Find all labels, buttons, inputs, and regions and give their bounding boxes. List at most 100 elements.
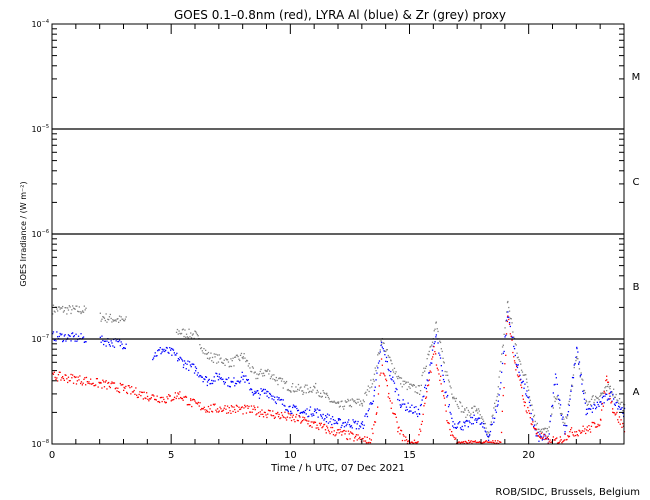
data-point	[616, 399, 618, 401]
data-point	[434, 351, 436, 353]
data-point	[389, 374, 391, 377]
data-point	[501, 371, 503, 373]
data-point	[613, 396, 616, 398]
data-point	[145, 397, 147, 400]
data-point	[472, 411, 474, 413]
data-point	[154, 398, 157, 401]
data-point	[220, 377, 222, 379]
data-point	[334, 401, 336, 404]
data-point	[299, 416, 301, 418]
data-point	[558, 402, 560, 405]
data-point	[446, 420, 448, 422]
data-point	[462, 429, 464, 431]
data-point	[72, 336, 75, 338]
data-point	[301, 390, 303, 392]
data-point	[478, 441, 480, 444]
data-point	[342, 430, 345, 432]
data-point	[506, 311, 508, 313]
data-point	[622, 412, 624, 414]
y-tick-label: 10−6	[31, 229, 49, 239]
y-tick-exponent: −5	[42, 124, 49, 130]
data-point	[392, 369, 394, 371]
data-point	[408, 411, 410, 413]
data-point	[112, 319, 114, 321]
data-point	[65, 307, 67, 309]
data-point	[248, 363, 250, 365]
data-point	[529, 404, 531, 407]
data-point	[203, 378, 205, 380]
data-point	[605, 393, 607, 395]
data-point	[413, 406, 415, 409]
data-point	[355, 428, 358, 430]
data-point	[597, 423, 599, 426]
data-point	[70, 373, 72, 376]
data-point	[223, 383, 226, 385]
data-point	[609, 398, 611, 400]
data-point	[253, 393, 255, 395]
data-point	[57, 310, 59, 312]
data-point	[387, 368, 389, 370]
data-point	[287, 388, 289, 391]
data-point	[138, 393, 140, 396]
data-point	[414, 411, 416, 413]
data-point	[255, 414, 257, 416]
data-point	[134, 393, 136, 395]
data-point	[490, 421, 492, 423]
data-point	[257, 377, 259, 380]
data-point	[229, 365, 231, 367]
data-point	[124, 387, 126, 389]
data-point	[431, 344, 433, 346]
data-point	[354, 400, 356, 402]
data-point	[277, 416, 280, 418]
data-point	[249, 367, 251, 369]
data-point	[606, 399, 609, 401]
data-point	[73, 375, 75, 378]
data-point	[122, 383, 124, 386]
data-point	[103, 317, 106, 319]
data-point	[435, 334, 437, 336]
data-point	[170, 349, 172, 351]
data-point	[152, 357, 155, 359]
data-point	[117, 387, 119, 389]
data-point	[492, 417, 494, 419]
data-point	[57, 380, 59, 382]
data-point	[99, 336, 101, 338]
data-point	[466, 414, 469, 416]
data-point	[343, 405, 346, 407]
data-point	[166, 347, 168, 349]
data-point	[84, 309, 86, 311]
y-tick-label: 10−5	[31, 124, 49, 134]
data-point	[409, 442, 411, 444]
data-point	[282, 399, 284, 401]
data-point	[283, 404, 285, 407]
data-point	[291, 416, 294, 418]
data-point	[385, 356, 388, 359]
data-point	[606, 390, 608, 392]
data-point	[439, 379, 441, 381]
data-point	[165, 346, 168, 349]
data-point	[396, 376, 398, 378]
data-point	[106, 321, 108, 323]
data-point	[612, 408, 614, 410]
data-point	[415, 386, 417, 388]
data-point	[331, 401, 334, 403]
data-point	[372, 432, 374, 435]
data-point	[59, 371, 61, 373]
data-point	[577, 351, 579, 353]
data-point	[586, 412, 588, 415]
data-point	[449, 428, 451, 431]
data-point	[411, 404, 413, 406]
data-point	[448, 381, 450, 383]
data-point	[62, 376, 64, 378]
data-point	[386, 361, 388, 363]
data-point	[345, 401, 347, 403]
data-point	[106, 340, 108, 342]
data-point	[590, 425, 593, 427]
data-point	[421, 374, 423, 377]
data-point	[80, 312, 82, 315]
data-point	[231, 406, 233, 408]
data-point	[278, 377, 280, 379]
data-point	[516, 357, 519, 359]
data-point	[567, 411, 570, 413]
data-point	[361, 438, 363, 440]
